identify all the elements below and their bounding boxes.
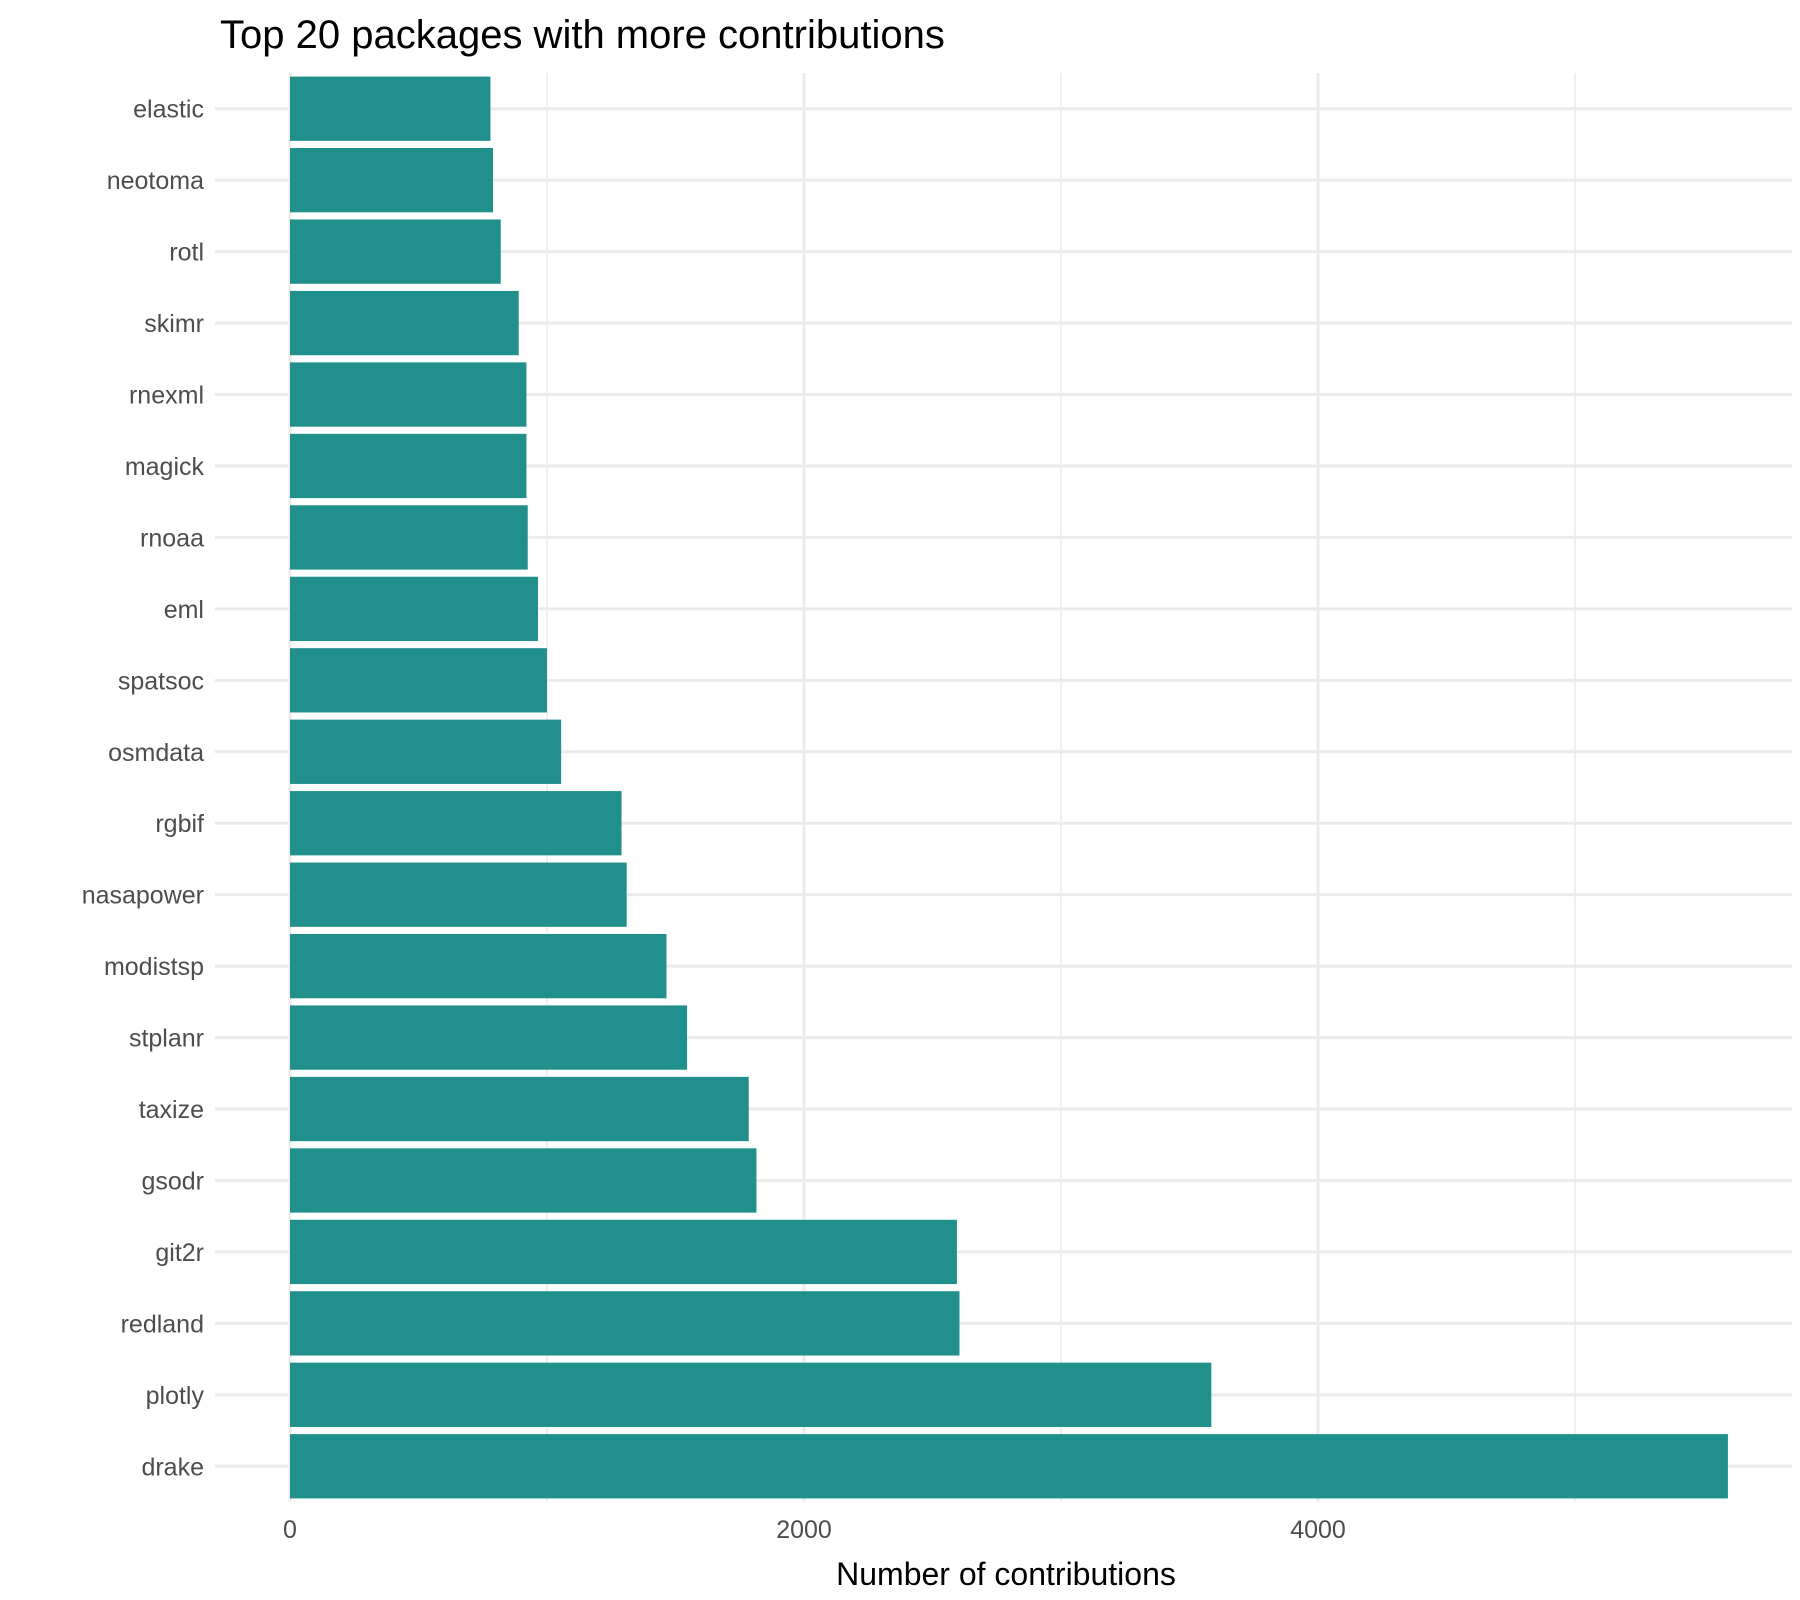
y-tick-label-skimr: skimr bbox=[144, 310, 204, 338]
y-tick-label-plotly: plotly bbox=[146, 1382, 205, 1410]
x-axis-title: Number of contributions bbox=[836, 1556, 1176, 1592]
x-tick-labels: 0 2000 4000 bbox=[283, 1516, 1346, 1544]
bar-osmdata bbox=[290, 719, 562, 784]
y-tick-label-drake: drake bbox=[141, 1453, 204, 1481]
bars bbox=[290, 76, 1728, 1499]
bar-plotly bbox=[290, 1362, 1212, 1427]
y-tick-label-eml: eml bbox=[164, 596, 204, 624]
bar-rnoaa bbox=[290, 505, 528, 570]
x-tick-label-4000: 4000 bbox=[1290, 1516, 1346, 1544]
grid-lines bbox=[215, 73, 1792, 1502]
bar-gsodr bbox=[290, 1148, 757, 1213]
y-tick-label-nasapower: nasapower bbox=[82, 882, 204, 910]
bar-nasapower bbox=[290, 862, 627, 927]
y-tick-label-rgbif: rgbif bbox=[155, 810, 204, 838]
y-tick-label-rnoaa: rnoaa bbox=[140, 524, 204, 552]
chart-title: Top 20 packages with more contributions bbox=[220, 13, 945, 57]
bar-skimr bbox=[290, 290, 519, 356]
bar-drake bbox=[290, 1434, 1728, 1499]
y-tick-label-redland: redland bbox=[121, 1310, 204, 1338]
bar-taxize bbox=[290, 1076, 749, 1142]
y-tick-label-git2r: git2r bbox=[155, 1239, 204, 1267]
y-tick-label-rnexml: rnexml bbox=[129, 382, 204, 410]
bar-magick bbox=[290, 433, 527, 499]
bar-stplanr bbox=[290, 1005, 688, 1070]
y-tick-label-gsodr: gsodr bbox=[141, 1167, 204, 1195]
x-tick-label-0: 0 bbox=[283, 1516, 297, 1544]
bar-spatsoc bbox=[290, 648, 547, 713]
bar-elastic bbox=[290, 76, 491, 141]
y-tick-label-magick: magick bbox=[125, 453, 205, 481]
x-tick-label-2000: 2000 bbox=[776, 1516, 832, 1544]
bar-rgbif bbox=[290, 791, 622, 856]
y-tick-label-modistsp: modistsp bbox=[104, 953, 204, 981]
bar-git2r bbox=[290, 1219, 957, 1285]
bar-eml bbox=[290, 576, 539, 642]
bar-redland bbox=[290, 1291, 960, 1356]
y-tick-label-neotoma: neotoma bbox=[107, 167, 204, 195]
y-tick-labels: elastic neotoma rotl skimr rnexml magick rnoaa… bbox=[82, 96, 205, 1482]
y-tick-label-rotl: rotl bbox=[169, 239, 204, 267]
y-tick-label-taxize: taxize bbox=[139, 1096, 204, 1124]
bar-rnexml bbox=[290, 362, 527, 427]
y-tick-label-spatsoc: spatsoc bbox=[118, 667, 204, 695]
y-tick-label-elastic: elastic bbox=[133, 96, 204, 124]
bar-modistsp bbox=[290, 933, 667, 999]
bar-neotoma bbox=[290, 148, 494, 213]
bar-rotl bbox=[290, 219, 501, 284]
y-tick-label-osmdata: osmdata bbox=[108, 739, 204, 767]
y-tick-label-stplanr: stplanr bbox=[129, 1025, 204, 1053]
